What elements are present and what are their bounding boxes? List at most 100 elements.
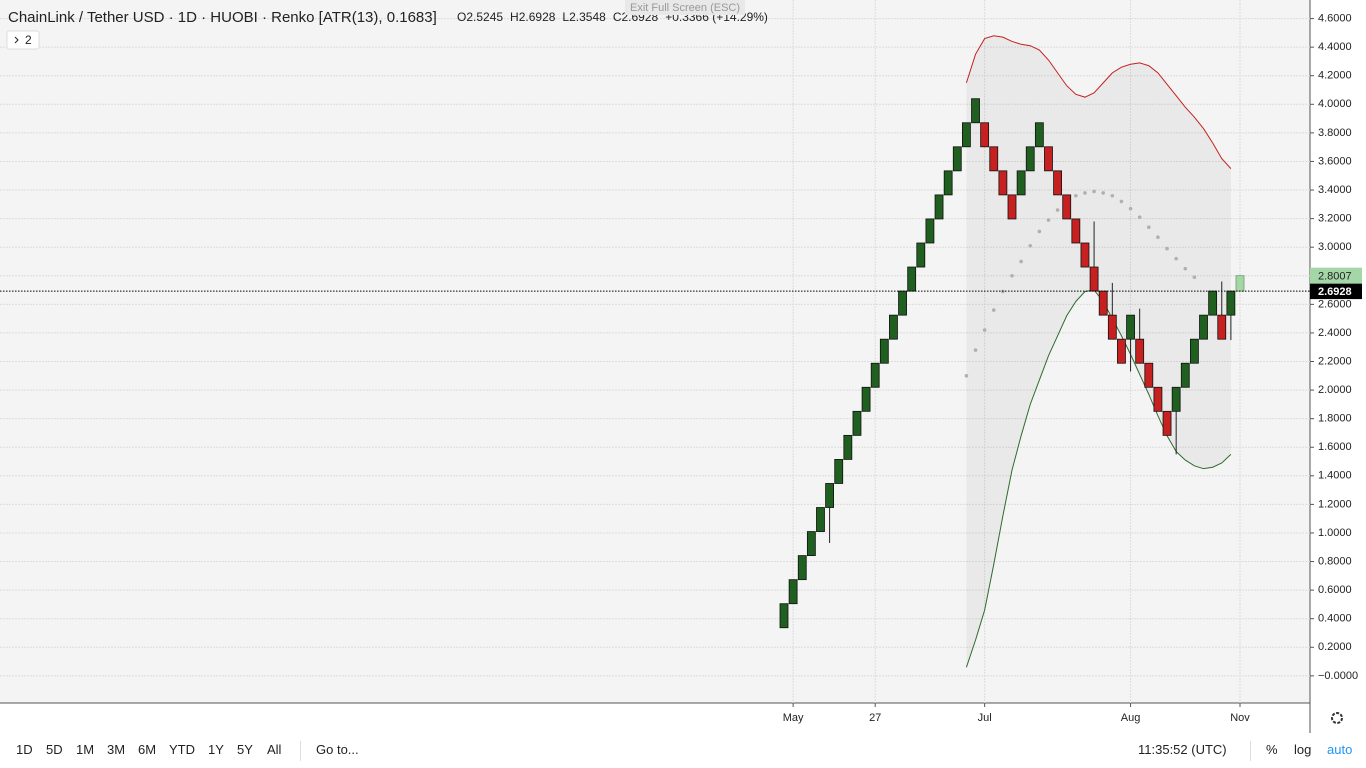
band-dot — [1010, 273, 1014, 278]
y-tick-label: 1.8000 — [1318, 413, 1352, 425]
renko-brick — [1044, 146, 1053, 172]
renko-brick — [1180, 362, 1190, 388]
renko-brick — [971, 98, 980, 124]
band-dot — [1037, 229, 1042, 234]
y-tick-label: 0.8000 — [1318, 555, 1352, 567]
settings-icon[interactable] — [1331, 712, 1343, 724]
band-fill — [966, 35, 1231, 668]
y-tick-label: 4.6000 — [1318, 12, 1352, 24]
y-tick-label: 2.6000 — [1318, 298, 1352, 310]
renko-brick — [852, 410, 862, 436]
indicator-toggle[interactable] — [6, 30, 40, 50]
y-tick-label: 1.2000 — [1318, 498, 1352, 510]
renko-brick — [825, 483, 834, 508]
renko-brick — [1080, 242, 1090, 268]
renko-brick — [1217, 314, 1227, 340]
renko-brick — [1117, 338, 1126, 364]
renko-brick — [834, 459, 844, 484]
scale-option[interactable]: log — [1294, 742, 1312, 757]
x-tick-label: 27 — [869, 712, 881, 724]
y-tick-label: 3.0000 — [1318, 241, 1352, 253]
x-tick-label: May — [783, 712, 804, 724]
band-dot — [1046, 218, 1051, 222]
renko-brick — [980, 122, 990, 148]
divider — [300, 741, 301, 761]
y-tick-label: 1.6000 — [1318, 441, 1352, 453]
range-button[interactable]: YTD — [169, 742, 195, 757]
band-line — [965, 35, 1232, 169]
chart: −0.0000 0.2000 0.4000 0.6000 0.8000 1.0000 1.2… — [0, 0, 1366, 733]
range-button[interactable]: 5Y — [237, 742, 253, 757]
range-button[interactable]: 3M — [107, 742, 126, 757]
band-dot — [1019, 259, 1023, 264]
goto-button[interactable]: Go to... — [316, 742, 359, 757]
renko-brick — [889, 314, 898, 340]
renko-brick — [1162, 410, 1172, 436]
renko-brick — [1171, 386, 1181, 412]
band-dot — [1183, 266, 1188, 271]
clock: 11:35:52 (UTC) — [1138, 742, 1227, 757]
renko-brick — [816, 507, 825, 532]
divider — [1250, 741, 1251, 761]
renko-brick — [1007, 194, 1017, 220]
renko-brick — [806, 531, 816, 557]
band-dot — [1101, 191, 1105, 195]
band-dot — [991, 308, 996, 312]
band-dot — [1110, 193, 1115, 198]
y-tick-label: 2.0000 — [1318, 384, 1352, 396]
projection-price-box — [1310, 267, 1362, 284]
scale-option[interactable]: auto — [1327, 742, 1353, 757]
range-button[interactable]: 1Y — [208, 742, 224, 757]
renko-brick — [952, 146, 962, 172]
renko-brick — [1107, 314, 1117, 340]
renko-brick — [1089, 266, 1099, 292]
renko-brick — [1135, 338, 1145, 364]
renko-brick — [1208, 290, 1218, 316]
y-tick-label: 3.4000 — [1318, 184, 1352, 196]
renko-brick — [1126, 314, 1135, 340]
renko-brick — [1190, 338, 1199, 364]
symbol-title: ChainLink / Tether USD · 1D · HUOBI · Re… — [8, 9, 437, 26]
band-dot — [1074, 193, 1078, 198]
renko-brick — [962, 122, 971, 148]
ohlc-value: H2.6928 — [510, 10, 556, 24]
band-dot — [1128, 206, 1133, 211]
y-tick-label: 4.2000 — [1318, 70, 1352, 82]
y-tick-label: 2.2000 — [1318, 355, 1352, 367]
last-price-box — [1310, 283, 1362, 300]
renko-brick — [1199, 314, 1208, 340]
y-tick-label: 4.0000 — [1318, 98, 1352, 110]
indicator-count: 2 — [25, 33, 32, 47]
plot-background — [0, 0, 1310, 703]
renko-brick — [861, 386, 871, 412]
scale-option[interactable]: % — [1266, 742, 1278, 757]
band-dot — [1119, 199, 1124, 204]
chevron-icon — [14, 36, 19, 44]
band-dot — [1174, 256, 1178, 261]
renko-brick — [898, 290, 907, 316]
last-price-label: 2.6928 — [1318, 286, 1352, 298]
band-dot — [982, 328, 987, 332]
range-button[interactable]: All — [267, 742, 282, 757]
range-button[interactable]: 1D — [16, 742, 33, 757]
band-dot — [1156, 235, 1160, 239]
y-tick-label: −0.0000 — [1318, 670, 1358, 682]
x-tick-label: Aug — [1121, 712, 1141, 724]
renko-brick — [870, 362, 880, 388]
y-tick-label: 3.6000 — [1318, 155, 1352, 167]
range-button[interactable]: 6M — [138, 742, 157, 757]
y-tick-label: 4.4000 — [1318, 41, 1352, 53]
range-button[interactable]: 5D — [46, 742, 63, 757]
renko-brick — [934, 194, 944, 220]
renko-brick — [925, 218, 935, 244]
band-dot — [1028, 243, 1033, 248]
band-line — [965, 289, 1232, 668]
band-dot — [1083, 191, 1087, 195]
band-dot — [1055, 208, 1060, 212]
renko-brick — [907, 266, 917, 292]
tooltip-box — [625, 0, 745, 15]
price-axis — [1310, 0, 1366, 733]
renko-brick — [989, 146, 999, 172]
range-button[interactable]: 1M — [76, 742, 95, 757]
